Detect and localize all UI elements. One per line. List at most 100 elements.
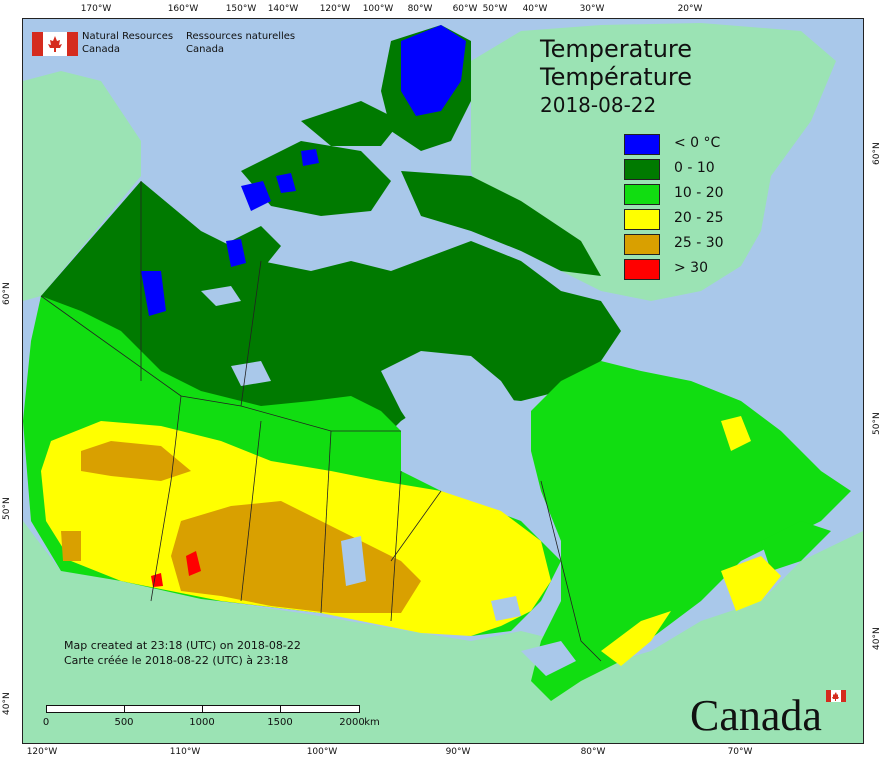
temp-below-zero-region — [301, 149, 319, 166]
arctic-island — [241, 141, 391, 216]
temp-below-zero-region — [241, 181, 271, 211]
credit-fr: Carte créée le 2018-08-22 (UTC) à 23:18 — [64, 654, 289, 667]
scale-label: 2000 — [339, 717, 365, 728]
legend-swatch — [624, 134, 660, 155]
usa-land — [23, 521, 863, 743]
org-name-fr-line1: Ressources naturelles — [186, 31, 296, 42]
lake — [201, 286, 241, 306]
graticule-label-right: 40°N — [872, 627, 880, 650]
province-boundaries — [40, 181, 602, 662]
graticule-label-top: 160°W — [167, 4, 199, 14]
temp-25-30-region — [171, 501, 421, 613]
org-name-fr-line2: Canada — [186, 44, 225, 55]
graticule-label-right: 50°N — [872, 412, 880, 435]
legend-swatch — [624, 259, 660, 280]
temp-below-zero-region — [401, 25, 466, 116]
legend-item: < 0 °C — [624, 134, 784, 155]
graticule-label-top: 20°W — [677, 4, 703, 14]
graticule-label-right: 60°N — [872, 142, 880, 165]
graticule-label-bottom: 70°W — [727, 747, 753, 757]
scale-unit: km — [364, 717, 380, 728]
legend-item: > 30 — [624, 259, 784, 280]
graticule-label-top: 140°W — [267, 4, 299, 14]
graticule-label-top: 60°W — [452, 4, 478, 14]
map-date: 2018-08-22 — [540, 93, 657, 117]
legend-label: 20 - 25 — [674, 210, 724, 226]
legend-item: 20 - 25 — [624, 209, 784, 230]
temp-20-25-region — [601, 611, 671, 666]
lake — [231, 361, 271, 386]
legend-label: 0 - 10 — [674, 160, 715, 176]
legend-item: 10 - 20 — [624, 184, 784, 205]
scale-label: 1500 — [267, 717, 293, 728]
lake — [521, 641, 576, 676]
graticule-label-top: 120°W — [319, 4, 351, 14]
temp-below-zero-region — [226, 239, 246, 267]
scale-segment — [46, 705, 126, 713]
graticule-label-top: 30°W — [579, 4, 605, 14]
temp-10-20-region — [531, 361, 851, 701]
legend-label: > 30 — [674, 260, 708, 276]
legend-swatch — [624, 209, 660, 230]
graticule-label-bottom: 90°W — [445, 747, 471, 757]
scale-label: 500 — [114, 717, 134, 728]
map-title-block: Temperature Température 2018-08-22 — [540, 35, 692, 119]
scale-segment — [280, 705, 360, 713]
legend-item: 0 - 10 — [624, 159, 784, 180]
hudson-bay — [381, 351, 531, 476]
legend-swatch — [624, 159, 660, 180]
org-name-en-line1: Natural Resources — [82, 31, 174, 42]
temp-25-30-region — [61, 531, 81, 561]
graticule-label-bottom: 120°W — [26, 747, 58, 757]
arctic-island — [301, 101, 401, 146]
credit-en: Map created at 23:18 (UTC) on 2018-08-22 — [64, 639, 301, 652]
scale-bar: 0 500 1000 1500 2000 km — [42, 705, 380, 733]
graticule-label-bottom: 80°W — [580, 747, 606, 757]
graticule-label-top: 80°W — [407, 4, 433, 14]
legend-label: < 0 °C — [674, 135, 721, 151]
legend-label: 10 - 20 — [674, 185, 724, 201]
arctic-island — [401, 171, 601, 276]
scale-label: 1000 — [189, 717, 215, 728]
graticule-label-top: 100°W — [362, 4, 394, 14]
org-name-en: Natural Resources Canada — [82, 30, 173, 56]
alaska-land — [23, 71, 141, 301]
temp-25-30-region — [81, 441, 191, 481]
canada-wordmark-logo: Canada — [690, 690, 846, 738]
lake — [341, 536, 366, 586]
graticule-label-bottom: 110°W — [169, 747, 201, 757]
temp-below-zero-region — [141, 271, 166, 316]
graticule-label-bottom: 100°W — [306, 747, 338, 757]
scale-label: 0 — [42, 717, 50, 728]
scale-segment — [124, 705, 204, 713]
graticule-label-top: 150°W — [225, 4, 257, 14]
temp-20-25-region — [721, 416, 751, 451]
graticule-label-left: 60°N — [2, 282, 12, 305]
org-name-fr: Ressources naturelles Canada — [186, 30, 295, 56]
temp-20-25-region — [721, 556, 781, 611]
temp-10-20-region — [761, 521, 831, 571]
graticule-label-top: 50°W — [482, 4, 508, 14]
svg-text:Canada: Canada — [690, 691, 822, 738]
org-name-en-line2: Canada — [82, 44, 121, 55]
canada-flag-icon — [32, 32, 78, 56]
map-title-en: Temperature — [540, 35, 693, 63]
scale-segment — [202, 705, 282, 713]
graticule-label-left: 40°N — [2, 692, 12, 715]
temperature-map — [23, 23, 863, 743]
legend-swatch — [624, 234, 660, 255]
legend-label: 25 - 30 — [674, 235, 724, 251]
lake — [491, 596, 521, 621]
legend-item: 25 - 30 — [624, 234, 784, 255]
graticule-label-top: 40°W — [522, 4, 548, 14]
graticule-label-left: 50°N — [2, 497, 12, 520]
legend-swatch — [624, 184, 660, 205]
legend: < 0 °C 0 - 10 10 - 20 20 - 25 25 - 30 > … — [624, 134, 784, 284]
temp-below-zero-region — [276, 173, 296, 193]
map-credits: Map created at 23:18 (UTC) on 2018-08-22… — [64, 638, 301, 668]
map-panel — [22, 18, 864, 744]
temp-above-30-region — [186, 551, 201, 576]
map-title-fr: Température — [540, 63, 693, 91]
graticule-label-top: 170°W — [80, 4, 112, 14]
